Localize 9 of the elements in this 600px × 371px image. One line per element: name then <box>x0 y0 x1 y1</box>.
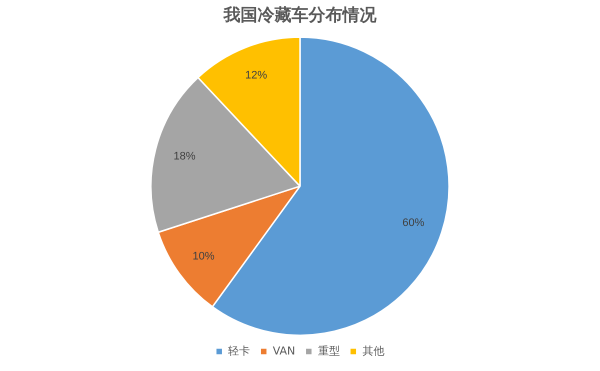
legend-label: VAN <box>272 344 296 358</box>
legend-label: 重型 <box>318 344 340 358</box>
legend-label: 轻卡 <box>228 344 250 358</box>
chart-title: 我国冷藏车分布情况 <box>222 6 378 26</box>
legend-label: 其他 <box>362 344 384 358</box>
data-label: 60% <box>402 217 425 230</box>
data-label: 12% <box>245 69 268 82</box>
data-label: 18% <box>173 150 196 163</box>
data-label: 10% <box>192 250 215 262</box>
